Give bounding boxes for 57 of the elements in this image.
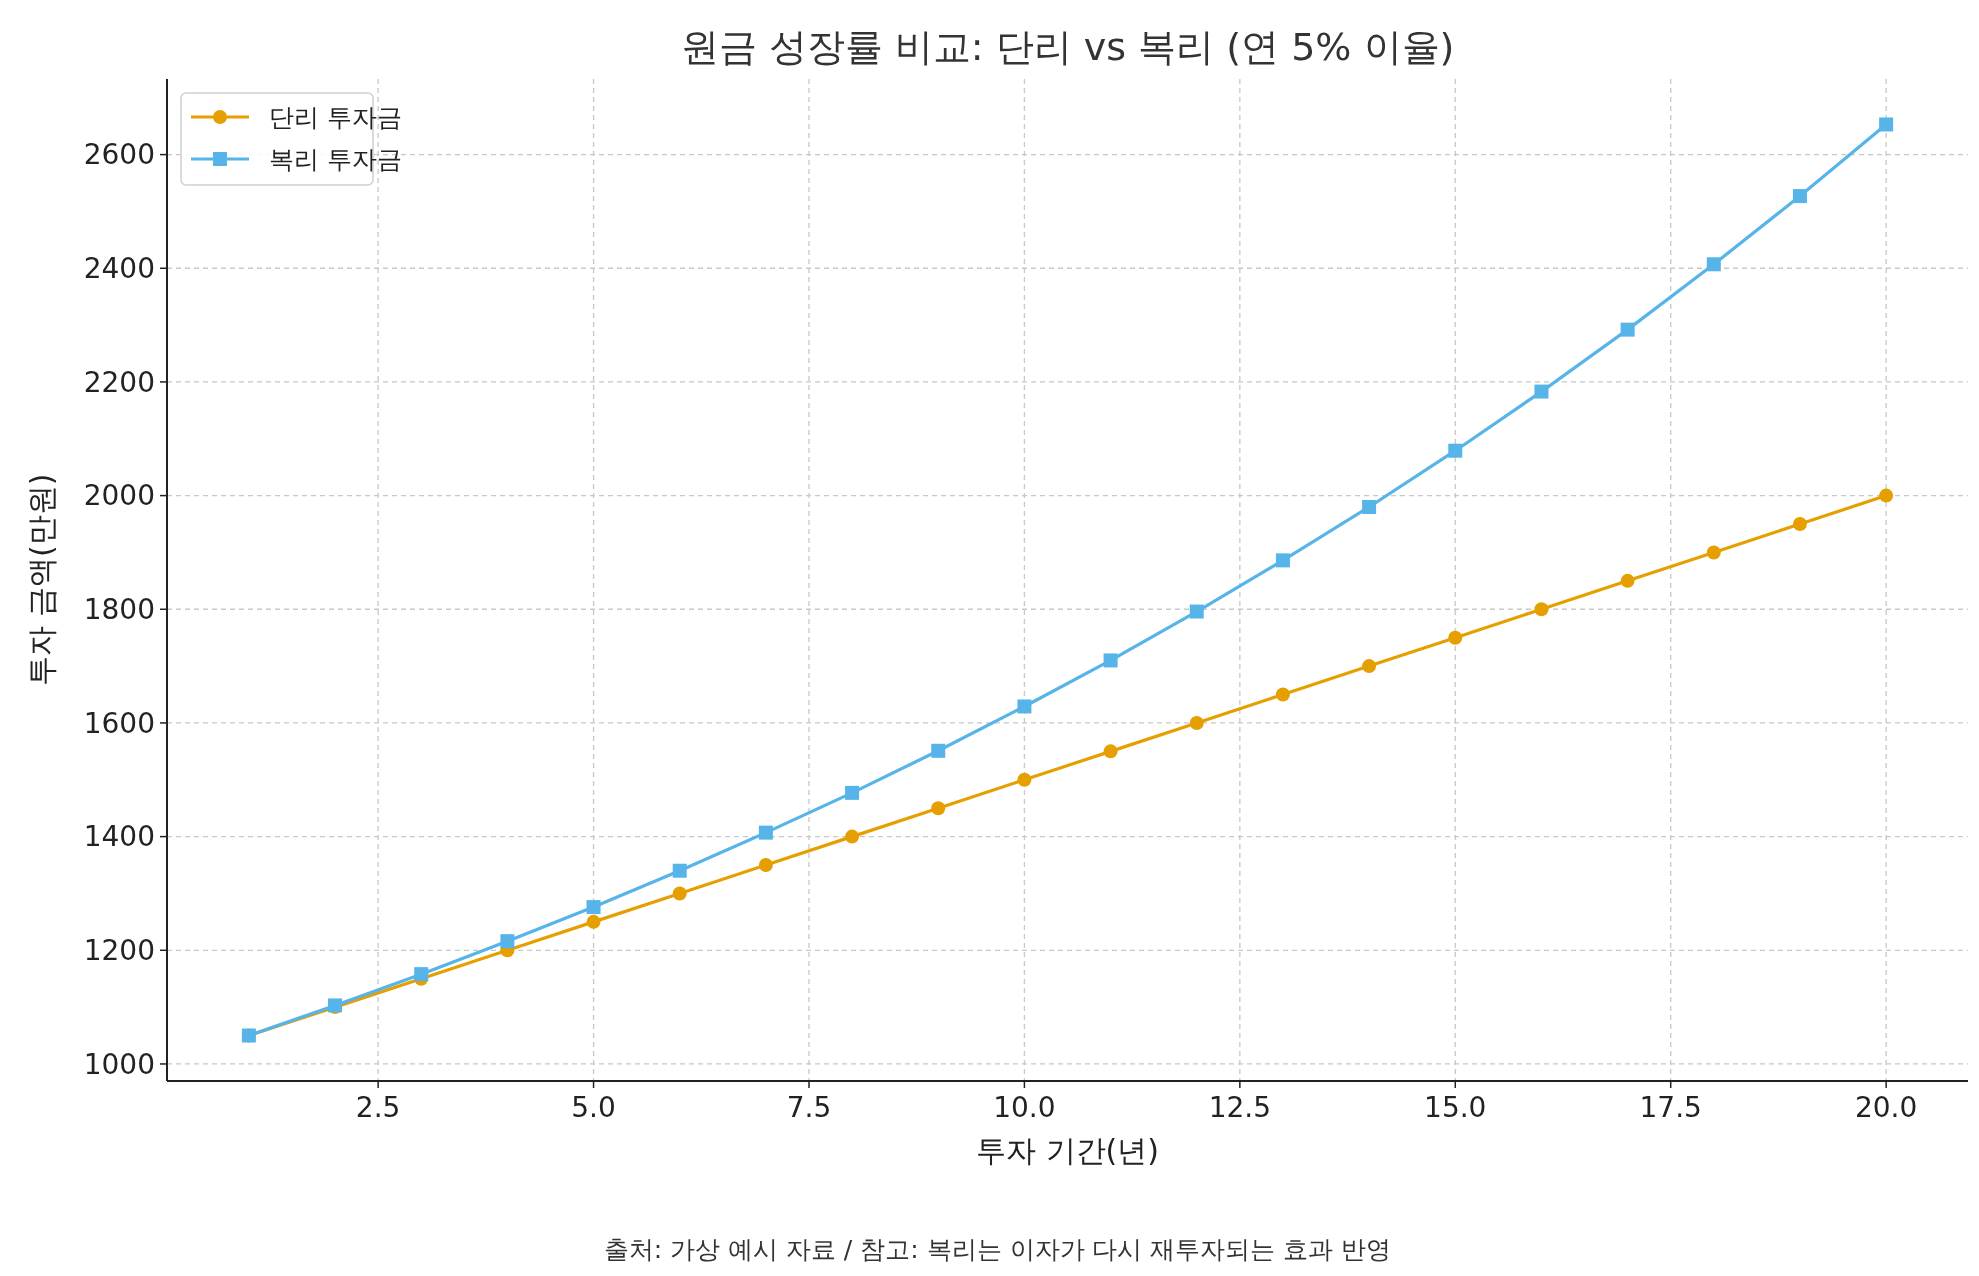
point <box>1792 517 1807 532</box>
point <box>1275 687 1290 702</box>
point <box>1448 630 1463 645</box>
legend-label: 단리 투자금 <box>269 102 402 132</box>
point <box>1362 499 1377 514</box>
point <box>1620 573 1635 588</box>
y-tick-label: 1200 <box>83 934 155 968</box>
source-note: 출처: 가상 예시 자료 / 참고: 복리는 이자가 다시 재투자되는 효과 반영 <box>603 1235 1392 1264</box>
x-tick-label: 20.0 <box>1854 1091 1918 1124</box>
y-tick-label: 2600 <box>83 138 155 172</box>
point <box>845 829 860 844</box>
point <box>1448 443 1463 458</box>
x-tick-label: 2.5 <box>355 1091 401 1124</box>
x-tick-label: 12.5 <box>1208 1091 1272 1124</box>
x-tick-label: 10.0 <box>993 1091 1056 1124</box>
x-tick-label: 7.5 <box>786 1091 832 1124</box>
y-tick-label: 1600 <box>83 706 155 740</box>
point <box>1017 699 1032 714</box>
x-tick-label: 17.5 <box>1639 1091 1702 1124</box>
point <box>1189 715 1204 730</box>
point <box>931 801 946 816</box>
point <box>1792 189 1807 204</box>
point <box>586 900 601 915</box>
point <box>1362 659 1377 674</box>
point <box>1189 604 1204 619</box>
y-tick-label: 1400 <box>83 820 155 854</box>
point <box>500 934 515 949</box>
point <box>586 914 601 929</box>
point <box>931 743 946 758</box>
y-axis-title: 투자 금액(만원) <box>24 473 59 687</box>
y-tick-label: 1800 <box>83 593 155 627</box>
point <box>845 785 860 800</box>
chart-title: 원금 성장률 비교: 단리 vs 복리 (연 5% 이율) <box>680 25 1455 69</box>
point <box>1706 257 1721 272</box>
legend-label: 복리 투자금 <box>269 144 402 174</box>
point <box>1534 384 1549 399</box>
point <box>758 825 773 840</box>
point <box>1706 545 1721 560</box>
point <box>1620 322 1635 337</box>
x-tick-label: 15.0 <box>1424 1091 1487 1124</box>
y-tick-label: 2000 <box>83 479 155 513</box>
y-tick-label: 2400 <box>83 252 155 286</box>
point <box>1275 553 1290 568</box>
point <box>672 863 687 878</box>
point <box>414 967 429 982</box>
x-axis-title: 투자 기간(년) <box>976 1133 1159 1168</box>
point <box>758 858 773 873</box>
point <box>1103 744 1118 759</box>
y-tick-label: 1000 <box>83 1047 155 1081</box>
point <box>1879 117 1894 132</box>
point <box>1879 488 1894 503</box>
point <box>672 886 687 901</box>
point <box>1017 772 1032 787</box>
y-tick-label: 2200 <box>83 365 155 399</box>
point <box>1103 653 1118 668</box>
point <box>1534 602 1549 617</box>
x-tick-label: 5.0 <box>571 1091 616 1124</box>
